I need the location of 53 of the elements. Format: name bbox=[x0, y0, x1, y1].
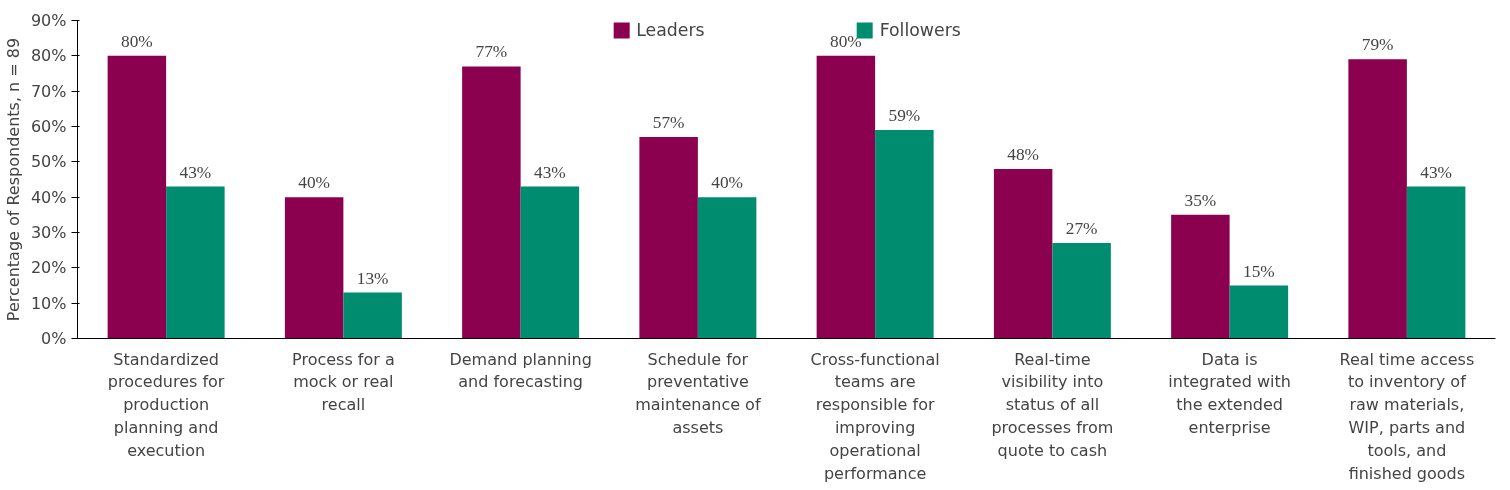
data-label: 77% bbox=[475, 42, 508, 62]
x-tick-label: Real-time visibility into status of all processes from quote to cash bbox=[991, 349, 1114, 460]
bar bbox=[639, 137, 698, 339]
bar bbox=[875, 130, 934, 339]
y-tick-label: 60% bbox=[30, 117, 67, 136]
bar bbox=[343, 292, 402, 339]
y-tick-label: 70% bbox=[30, 81, 67, 101]
data-label: 57% bbox=[652, 113, 685, 133]
data-label: 15% bbox=[1242, 261, 1275, 281]
y-tick-label: 90% bbox=[30, 11, 67, 30]
data-label: 13% bbox=[356, 268, 389, 288]
data-label: 35% bbox=[1184, 190, 1217, 210]
data-label: 48% bbox=[1007, 144, 1040, 164]
bar bbox=[107, 55, 167, 339]
bar bbox=[520, 186, 580, 339]
data-label: 80% bbox=[121, 31, 153, 51]
x-tick-label: Schedule for preventative maintenance of assets bbox=[635, 349, 761, 437]
data-label: 43% bbox=[1420, 162, 1453, 182]
y-tick-label: 0% bbox=[41, 329, 67, 348]
bar bbox=[1406, 186, 1466, 339]
y-tick-label: 80% bbox=[30, 46, 67, 66]
bar bbox=[993, 168, 1053, 339]
data-label: 80% bbox=[830, 31, 862, 51]
bar bbox=[816, 55, 876, 339]
y-tick-label: 40% bbox=[30, 187, 67, 207]
x-tick-label: Process for a mock or real recall bbox=[292, 349, 395, 415]
data-label: 40% bbox=[298, 173, 331, 193]
legend-label: Followers bbox=[879, 20, 961, 40]
legend-label: Leaders bbox=[636, 20, 705, 40]
data-label: 43% bbox=[179, 162, 212, 182]
bar bbox=[697, 197, 757, 339]
data-label: 59% bbox=[888, 106, 921, 126]
bar bbox=[462, 66, 521, 339]
x-tick-label: Standardized procedures for production planning and execution bbox=[107, 349, 225, 460]
data-label: 40% bbox=[711, 173, 744, 193]
x-tick-label: Data is integrated with the extended enterprise bbox=[1168, 349, 1291, 437]
bar bbox=[1229, 285, 1289, 339]
y-tick-label: 50% bbox=[30, 152, 67, 172]
data-label: 27% bbox=[1065, 219, 1098, 239]
bar bbox=[1171, 214, 1230, 339]
bar bbox=[1052, 243, 1111, 339]
data-label: 79% bbox=[1361, 35, 1394, 55]
y-axis-title: Percentage of Respondents, n = 89 bbox=[3, 37, 23, 322]
bar bbox=[166, 186, 225, 339]
bar bbox=[284, 197, 344, 339]
y-tick-label: 20% bbox=[30, 258, 67, 278]
x-tick-label: Cross-functional teams are responsible for improving operational performance bbox=[810, 349, 940, 483]
x-tick-label: Demand planning and forecasting bbox=[449, 349, 592, 392]
bar bbox=[1348, 59, 1407, 339]
y-tick-label: 30% bbox=[30, 223, 67, 242]
data-label: 43% bbox=[533, 162, 566, 182]
x-tick-label: Real time access to inventory of raw materials, WIP, parts and tools, and finished goods bbox=[1339, 349, 1475, 483]
y-tick-label: 10% bbox=[30, 293, 67, 313]
